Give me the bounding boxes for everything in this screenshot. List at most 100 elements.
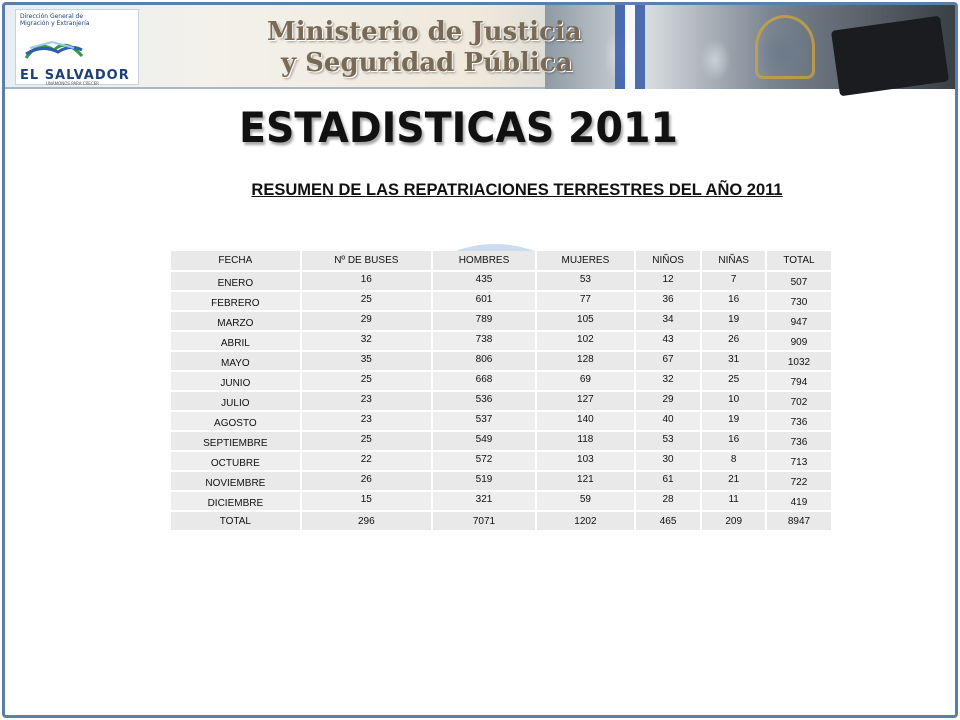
- table-cell: 61: [634, 471, 703, 492]
- table-total-row: TOTAL 296 7071 1202 465 209 8947: [171, 511, 834, 532]
- table-cell: 536: [431, 391, 538, 412]
- table-cell: ENERO: [171, 271, 302, 292]
- table-cell: SEPTIEMBRE: [171, 431, 302, 452]
- table-cell: 549: [431, 431, 538, 452]
- table-cell: 69: [536, 371, 636, 392]
- table-cell: 53: [536, 271, 636, 292]
- table-cell: 713: [765, 451, 834, 472]
- column-header: TOTAL: [765, 251, 834, 272]
- table-cell: MAYO: [171, 351, 302, 372]
- table-cell: 53: [634, 431, 703, 452]
- table-cell: 8: [701, 451, 767, 472]
- column-header: Nº DE BUSES: [300, 251, 433, 272]
- ministry-title: Ministerio de Justicia y Seguridad Públi…: [267, 17, 582, 79]
- table-cell: 128: [536, 351, 636, 372]
- table-cell: 537: [431, 411, 538, 432]
- table-cell: 321: [431, 491, 538, 512]
- table-cell: 32: [634, 371, 703, 392]
- table-row: SEPTIEMBRE 25 549 118 53 16 736: [171, 431, 834, 452]
- table-cell: 28: [634, 491, 703, 512]
- table-cell: 806: [431, 351, 538, 372]
- table-cell: 19: [701, 411, 767, 432]
- migration-logo: Dirección General de Migración y Extranj…: [15, 9, 139, 86]
- table-cell: 668: [431, 371, 538, 392]
- table-cell: 7: [701, 271, 767, 292]
- table-cell: 21: [701, 471, 767, 492]
- table-cell: 19: [701, 311, 767, 332]
- table-cell: 702: [765, 391, 834, 412]
- ministry-title-line1: Ministerio de Justicia: [267, 17, 582, 47]
- table-cell: OCTUBRE: [171, 451, 302, 472]
- table-cell: 35: [300, 351, 433, 372]
- table-cell: 435: [431, 271, 538, 292]
- table-cell: 127: [536, 391, 636, 412]
- table-cell: 16: [300, 271, 433, 292]
- table-cell: DICIEMBRE: [171, 491, 302, 512]
- table-subtitle: RESUMEN DE LAS REPATRIACIONES TERRESTRES…: [251, 181, 783, 199]
- table-cell: 23: [300, 391, 433, 412]
- table-cell: 25: [701, 371, 767, 392]
- repatriation-stats-table: FECHA Nº DE BUSES HOMBRES MUJERES NIÑOS …: [171, 251, 834, 532]
- table-cell: 29: [300, 311, 433, 332]
- table-row: FEBRERO 25 601 77 36 16 730: [171, 291, 834, 312]
- justice-scale-icon: [755, 15, 815, 79]
- column-header: NIÑAS: [701, 251, 767, 272]
- total-cell: 296: [300, 511, 433, 532]
- column-header: MUJERES: [536, 251, 636, 272]
- column-header: FECHA: [171, 251, 302, 272]
- total-cell: 209: [701, 511, 767, 532]
- table-row: ENERO 16 435 53 12 7 507: [171, 271, 834, 292]
- table-cell: 10: [701, 391, 767, 412]
- table-cell: 1032: [765, 351, 834, 372]
- table-cell: 16: [701, 291, 767, 312]
- passport-image: [830, 15, 950, 97]
- table-cell: 947: [765, 311, 834, 332]
- table-cell: 25: [300, 371, 433, 392]
- table-cell: 140: [536, 411, 636, 432]
- table-row: JUNIO 25 668 69 32 25 794: [171, 371, 834, 392]
- table-cell: 16: [701, 431, 767, 452]
- page-title: ESTADISTICAS 2011: [5, 103, 955, 152]
- table-cell: 59: [536, 491, 636, 512]
- table-cell: 121: [536, 471, 636, 492]
- total-cell: 465: [634, 511, 703, 532]
- header-banner: Dirección General de Migración y Extranj…: [5, 5, 955, 97]
- table-cell: 794: [765, 371, 834, 392]
- table-cell: 507: [765, 271, 834, 292]
- total-cell: 7071: [431, 511, 538, 532]
- table-cell: 25: [300, 431, 433, 452]
- table-body: ENERO 16 435 53 12 7 507 FEBRERO 25 601 77 36 16 730 M…: [171, 271, 834, 532]
- table-cell: 909: [765, 331, 834, 352]
- table-cell: FEBRERO: [171, 291, 302, 312]
- table-cell: 22: [300, 451, 433, 472]
- total-cell: TOTAL: [171, 511, 302, 532]
- table-cell: 736: [765, 431, 834, 452]
- table-cell: ABRIL: [171, 331, 302, 352]
- logo-motto: UNÁMONOS PARA CRECER: [46, 81, 99, 86]
- table-cell: 12: [634, 271, 703, 292]
- table-row: JULIO 23 536 127 29 10 702: [171, 391, 834, 412]
- table-cell: 789: [431, 311, 538, 332]
- table-cell: 40: [634, 411, 703, 432]
- column-header: NIÑOS: [634, 251, 703, 272]
- table-cell: 722: [765, 471, 834, 492]
- table-cell: 36: [634, 291, 703, 312]
- table-cell: 34: [634, 311, 703, 332]
- logo-org-name: Dirección General de Migración y Extranj…: [20, 13, 90, 27]
- logo-country-name: EL SALVADOR: [20, 68, 130, 83]
- total-cell: 1202: [536, 511, 636, 532]
- table-cell: 77: [536, 291, 636, 312]
- table-cell: 25: [300, 291, 433, 312]
- table-row: NOVIEMBRE 26 519 121 61 21 722: [171, 471, 834, 492]
- table-cell: 23: [300, 411, 433, 432]
- table-cell: 31: [701, 351, 767, 372]
- table-cell: MARZO: [171, 311, 302, 332]
- table-cell: NOVIEMBRE: [171, 471, 302, 492]
- table-cell: 15: [300, 491, 433, 512]
- table-cell: 29: [634, 391, 703, 412]
- table-cell: 601: [431, 291, 538, 312]
- table-cell: 738: [431, 331, 538, 352]
- table-cell: JULIO: [171, 391, 302, 412]
- table-header-row: FECHA Nº DE BUSES HOMBRES MUJERES NIÑOS …: [171, 251, 834, 272]
